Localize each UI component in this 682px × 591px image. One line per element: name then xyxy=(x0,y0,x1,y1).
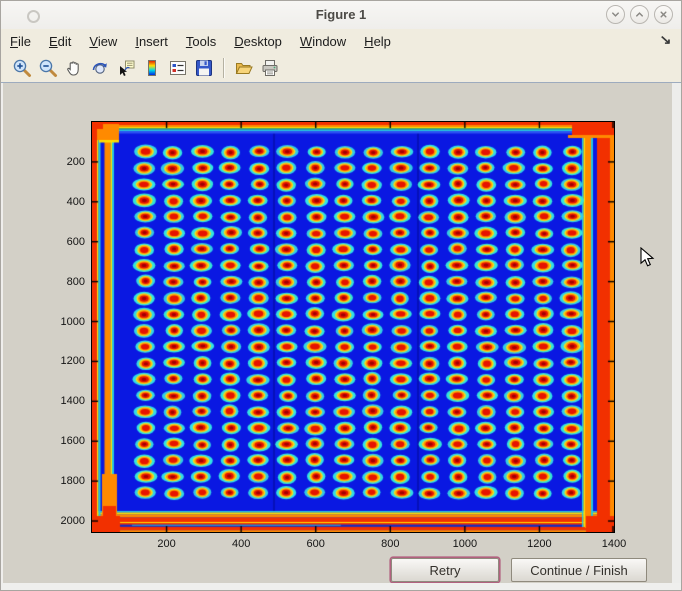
x-tick-label: 400 xyxy=(231,538,251,550)
axes-plot-box xyxy=(91,121,615,533)
window-controls xyxy=(606,5,673,24)
y-tick-label: 1000 xyxy=(60,315,85,328)
window-title: Figure 1 xyxy=(315,7,367,22)
menu-item-view[interactable]: View xyxy=(89,33,118,49)
minimize-window-button[interactable] xyxy=(606,5,625,24)
save-figure-button[interactable] xyxy=(192,56,216,80)
zoom-in-button[interactable] xyxy=(10,56,34,80)
menu-item-help[interactable]: Help xyxy=(364,33,391,49)
menu-item-file[interactable]: File xyxy=(10,33,31,49)
x-tick-label: 1200 xyxy=(527,538,552,550)
y-tick-label: 400 xyxy=(66,195,85,208)
pan-button[interactable] xyxy=(62,56,86,80)
y-tick-label: 600 xyxy=(66,235,85,248)
titlebar[interactable]: Figure 1 xyxy=(1,1,681,30)
x-tick-label: 200 xyxy=(157,538,176,550)
print-figure-button[interactable] xyxy=(258,56,282,80)
dock-figure-arrow-icon[interactable]: ↘ xyxy=(659,32,672,47)
y-tick-label: 1200 xyxy=(60,355,85,368)
window-edge-right xyxy=(672,83,681,590)
menubar: File Edit View Insert Tools Desktop Window Help… xyxy=(1,29,681,54)
toolbar xyxy=(1,53,681,83)
y-tick-label: 1400 xyxy=(60,395,85,408)
open-file-button[interactable] xyxy=(232,56,256,80)
x-tick-label: 600 xyxy=(306,538,325,550)
menu-item-insert[interactable]: Insert xyxy=(135,33,168,49)
close-window-button[interactable] xyxy=(654,5,673,24)
x-tick-label: 800 xyxy=(381,538,400,550)
plot-canvas[interactable] xyxy=(92,122,614,532)
x-tick-label: 1400 xyxy=(601,538,627,550)
continue-finish-button[interactable]: Continue / Finish xyxy=(511,558,647,582)
menu-item-window[interactable]: Window xyxy=(299,33,347,49)
y-tick-label: 1800 xyxy=(60,475,85,488)
y-tick-label: 200 xyxy=(66,155,85,168)
window-menu-button[interactable] xyxy=(27,10,40,23)
maximize-window-button[interactable] xyxy=(630,5,649,24)
x-tick-label: 1000 xyxy=(452,538,478,550)
menu-item-tools[interactable]: Tools xyxy=(185,33,217,49)
zoom-out-button[interactable] xyxy=(36,56,60,80)
menu-item-edit[interactable]: Edit xyxy=(48,33,72,49)
menu-item-desktop[interactable]: Desktop xyxy=(234,33,282,49)
mouse-cursor-icon xyxy=(640,246,655,273)
y-tick-label: 800 xyxy=(66,275,85,288)
insert-colorbar-button[interactable] xyxy=(140,56,164,80)
data-cursor-button[interactable] xyxy=(114,56,138,80)
rotate-3d-button[interactable] xyxy=(88,56,112,80)
figure-canvas-area: 200 400 600 800 1000 1200 1400 200 400 600 800 1000… xyxy=(3,83,674,585)
insert-legend-button[interactable] xyxy=(166,56,190,80)
retry-button[interactable]: Retry xyxy=(391,558,499,582)
window-edge-bottom xyxy=(1,583,681,590)
toolbar-separator xyxy=(223,57,225,78)
y-tick-label: 1600 xyxy=(60,435,85,448)
y-tick-label: 2000 xyxy=(60,515,85,528)
